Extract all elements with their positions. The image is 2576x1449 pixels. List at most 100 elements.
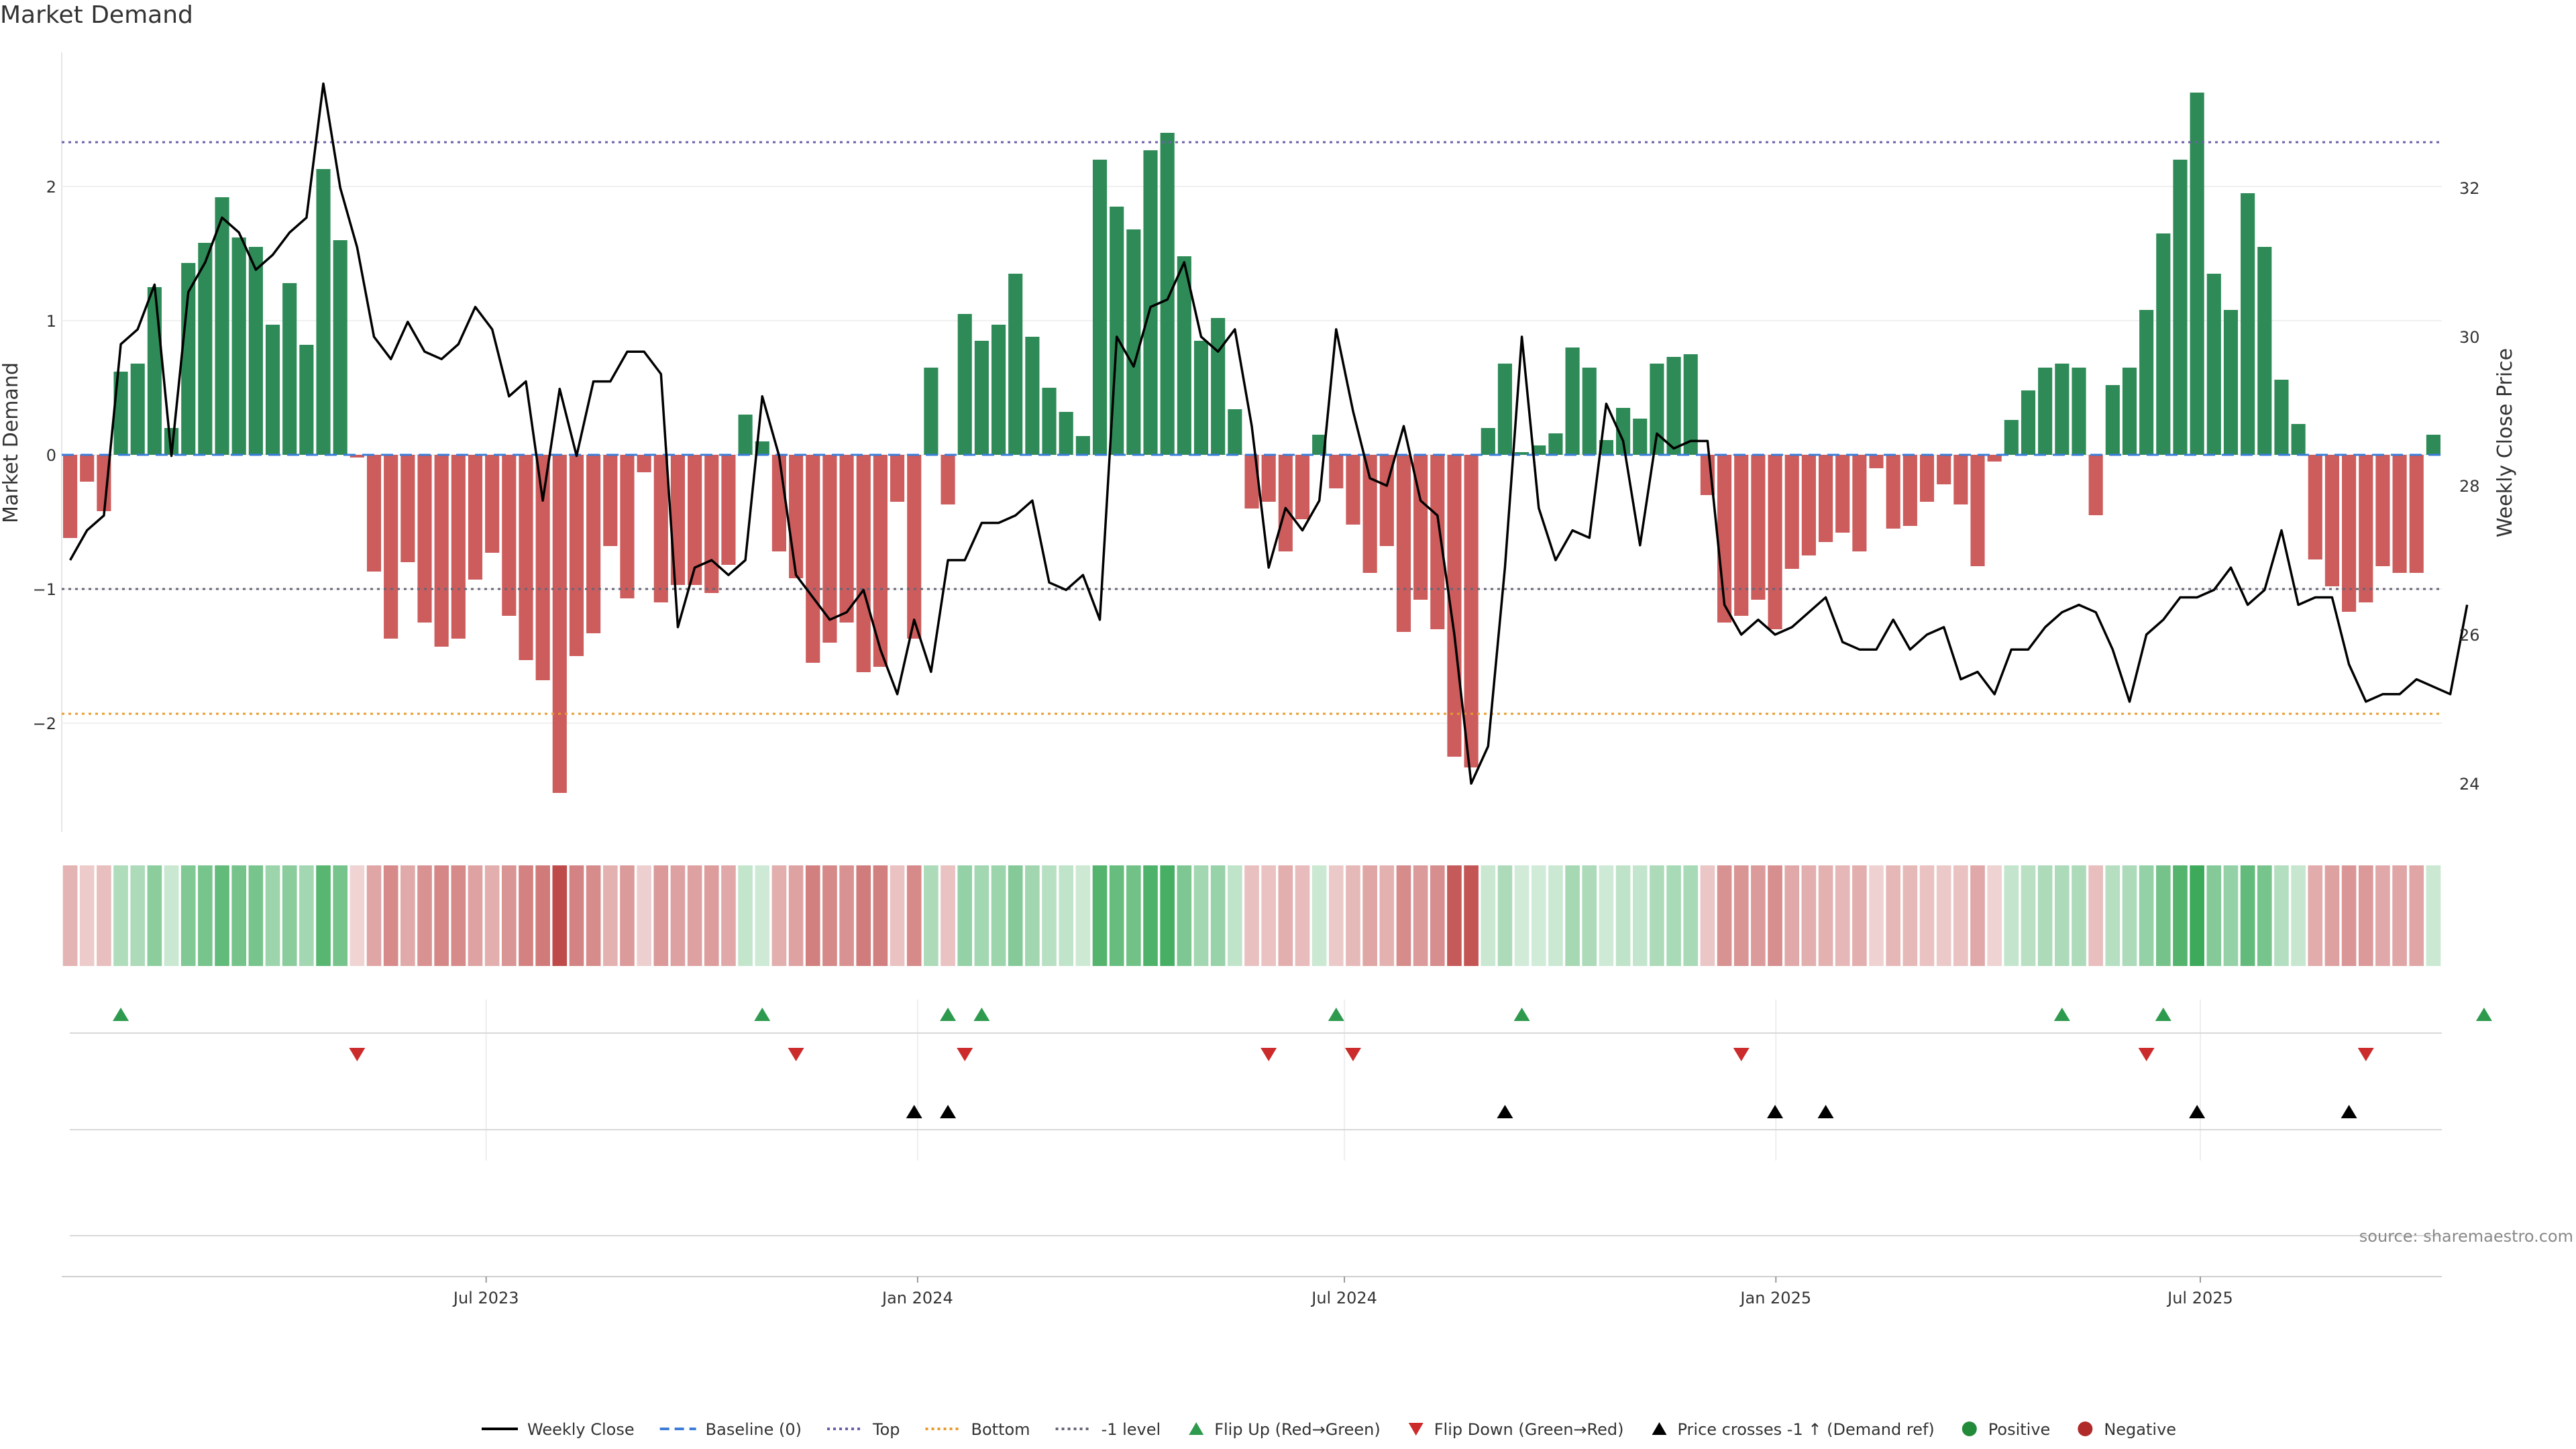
price-cross-marker: [2341, 1105, 2357, 1118]
heat-cell: [164, 865, 179, 966]
flip-down-marker: [1733, 1048, 1750, 1061]
demand-bar: [941, 455, 955, 504]
demand-bar: [1143, 150, 1158, 455]
demand-bar: [215, 197, 229, 455]
heat-cell: [2037, 865, 2053, 966]
heat-cell: [620, 865, 635, 966]
heat-cell: [1210, 865, 1226, 966]
demand-bar: [1228, 409, 1242, 455]
heat-cell: [670, 865, 686, 966]
legend-item: Flip Up (Red→Green): [1189, 1420, 1381, 1439]
demand-bar: [653, 455, 668, 602]
demand-bar: [2072, 368, 2086, 455]
y-right-axis-label: Weekly Close Price: [2493, 348, 2517, 537]
heat-cell: [1261, 865, 1276, 966]
demand-bar: [1801, 455, 1816, 555]
demand-bar: [873, 455, 888, 667]
x-tick-label: Jul 2023: [452, 1289, 519, 1307]
demand-bar: [316, 169, 331, 455]
heat-cell: [1650, 865, 1664, 966]
heat-cell: [215, 865, 229, 966]
demand-bar: [2274, 380, 2289, 455]
demand-bar: [620, 455, 635, 598]
heat-cell: [1700, 865, 1715, 966]
legend-item: Weekly Close: [482, 1420, 635, 1439]
demand-bar: [2409, 455, 2424, 573]
flip-up-marker: [2053, 1008, 2070, 1021]
legend-item: Flip Down (Green→Red): [1408, 1420, 1624, 1439]
heat-cell: [1514, 865, 1529, 966]
heat-cell: [2004, 865, 2019, 966]
demand-bar: [299, 345, 314, 455]
heat-cell: [2324, 865, 2340, 966]
demand-bar: [1835, 455, 1850, 533]
price-cross-marker: [906, 1105, 922, 1118]
demand-bar: [2324, 455, 2340, 586]
heat-cell: [2240, 865, 2255, 966]
demand-bar: [2088, 455, 2103, 515]
demand-bar: [181, 263, 196, 455]
legend-swatch: [1962, 1421, 1977, 1436]
heat-cell: [2409, 865, 2424, 966]
demand-bar: [1650, 364, 1664, 455]
demand-bar: [1447, 455, 1462, 757]
demand-bar: [1177, 256, 1191, 455]
demand-bar: [957, 314, 972, 455]
heat-cell: [2426, 865, 2441, 966]
heat-cell: [2206, 865, 2222, 966]
flip-up-marker: [2155, 1008, 2171, 1021]
demand-bar: [2392, 455, 2407, 573]
heat-cell: [771, 865, 787, 966]
demand-bar: [1666, 357, 1681, 455]
heat-cell: [299, 865, 314, 966]
heat-cell: [519, 865, 533, 966]
heat-cell: [1717, 865, 1732, 966]
demand-bar: [1497, 364, 1513, 455]
heat-cell: [333, 865, 348, 966]
flip-up-marker: [754, 1008, 771, 1021]
flip-down-marker: [788, 1048, 804, 1061]
demand-bar: [771, 455, 787, 551]
demand-bar: [1329, 455, 1344, 488]
heat-cell: [873, 865, 888, 966]
heat-cell: [147, 865, 162, 966]
demand-bar: [451, 455, 466, 639]
demand-bar: [248, 247, 263, 455]
demand-bar: [1211, 318, 1226, 455]
demand-bar: [586, 455, 601, 633]
heat-cell: [248, 865, 264, 966]
demand-bar: [535, 455, 550, 680]
demand-bar: [856, 455, 871, 672]
demand-bar: [434, 455, 449, 647]
heat-cell: [637, 865, 651, 966]
legend-item: Positive: [1962, 1420, 2050, 1439]
demand-bar: [468, 455, 483, 580]
demand-bar: [333, 240, 347, 455]
legend-label: Flip Down (Green→Red): [1434, 1420, 1624, 1439]
demand-bar: [1902, 455, 1917, 526]
demand-bar: [1970, 455, 1985, 566]
legend: Weekly Close Baseline (0) Top Bottom -1 leve…: [482, 1420, 2176, 1439]
demand-bar: [1193, 341, 1209, 455]
demand-bar: [789, 455, 804, 578]
y-right-tick-label: 32: [2459, 179, 2480, 198]
heat-cell: [1497, 865, 1513, 966]
heat-cell: [924, 865, 938, 966]
heat-cell: [113, 865, 128, 966]
heat-cell: [62, 865, 78, 966]
heat-cell: [1919, 865, 1935, 966]
heat-cell: [1936, 865, 1951, 966]
demand-bar: [1059, 412, 1073, 455]
heat-cell: [1768, 865, 1782, 966]
heat-cell: [2392, 865, 2407, 966]
demand-bar: [2206, 274, 2221, 455]
heat-cell: [1346, 865, 1360, 966]
heat-cell: [1126, 865, 1141, 966]
demand-bar: [1025, 337, 1040, 455]
demand-bar: [1768, 455, 1782, 629]
demand-bar: [2139, 310, 2154, 455]
heat-cell: [1228, 865, 1242, 966]
demand-bar: [231, 237, 246, 455]
heat-cell: [265, 865, 280, 966]
demand-bar: [366, 455, 382, 572]
